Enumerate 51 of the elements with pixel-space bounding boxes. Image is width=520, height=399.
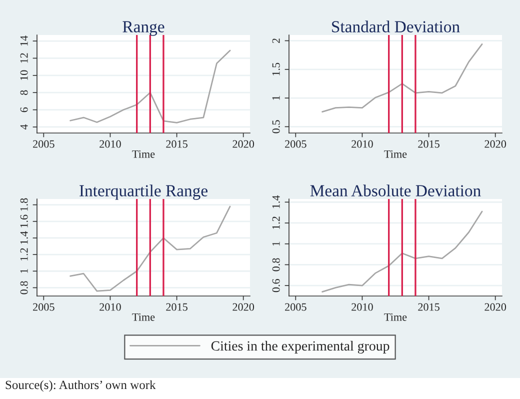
legend-label: Cities in the experimental group (211, 340, 390, 354)
line-series (322, 210, 483, 293)
y-tick-label: 6 (20, 107, 28, 112)
source-note: Source(s): Authors’ own work (6, 380, 156, 392)
chart-title: Standard Deviation (332, 20, 460, 32)
chart-title: Range (122, 21, 164, 36)
chart-title: Interquartile Range (80, 184, 208, 200)
y-tick-label: 1.8 (20, 198, 28, 211)
y-tick-label: 0.8 (272, 258, 280, 272)
y-tick-label: 1.4 (20, 231, 28, 244)
y-tick-label: 1.6 (20, 214, 28, 228)
line-series (70, 206, 231, 292)
x-tick-label: 2015 (166, 140, 188, 148)
x-tick-label: 2020 (484, 140, 506, 148)
y-tick-label: 8 (20, 90, 28, 95)
y-tick-label: 1 (272, 96, 280, 100)
x-axis-title: Time (384, 150, 407, 158)
x-tick-label: 2015 (418, 303, 440, 311)
y-tick-label: 1.5 (272, 62, 280, 76)
x-tick-label: 2010 (352, 140, 373, 148)
x-tick-label: 2010 (100, 140, 121, 148)
y-tick-label: 1.2 (272, 216, 280, 229)
x-tick-label: 2005 (33, 140, 54, 148)
x-tick-label: 2020 (232, 140, 254, 148)
y-tick-label: 0.8 (20, 281, 28, 294)
x-tick-label: 2015 (166, 303, 188, 311)
x-tick-label: 2005 (285, 303, 306, 311)
y-tick-label: 2 (272, 38, 280, 44)
y-tick-label: 14 (20, 36, 28, 46)
x-tick-label: 2005 (285, 140, 306, 148)
line-series (322, 43, 483, 112)
y-tick-label: 10 (20, 70, 28, 80)
x-tick-label: 2020 (232, 303, 254, 311)
y-tick-label: 12 (20, 53, 28, 63)
x-axis-title: Time (132, 150, 155, 158)
chart-title: Mean Absolute Deviation (310, 184, 481, 196)
x-tick-label: 2020 (484, 303, 506, 311)
x-axis-title: Time (132, 313, 155, 321)
y-tick-label: 1.2 (20, 248, 28, 261)
x-tick-label: 2010 (352, 303, 373, 311)
x-tick-label: 2010 (100, 303, 121, 311)
x-tick-label: 2005 (33, 303, 54, 311)
y-tick-label: 1 (20, 269, 28, 273)
y-tick-label: 0.6 (272, 278, 280, 292)
y-tick-label: 4 (20, 124, 28, 130)
line-series (70, 50, 231, 124)
x-tick-label: 2015 (418, 140, 440, 148)
y-tick-label: 1.4 (272, 195, 280, 208)
x-axis-title: Time (384, 313, 407, 321)
y-tick-label: 1 (272, 242, 280, 246)
y-tick-label: 0.5 (272, 120, 280, 134)
